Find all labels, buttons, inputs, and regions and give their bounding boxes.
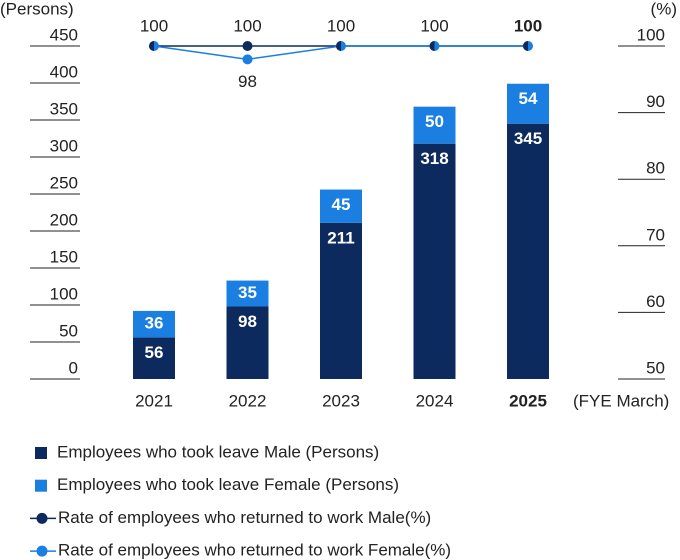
bar-value-label: 345 — [514, 129, 542, 148]
bar-segment — [133, 337, 175, 379]
y-tick-label: 50 — [59, 321, 78, 340]
y-tick-label: 0 — [69, 358, 78, 377]
bar-segment — [226, 306, 269, 379]
y-axis-label: (Persons) — [0, 0, 74, 18]
rate-point — [149, 41, 154, 51]
y-tick-label: 350 — [50, 99, 78, 118]
y-tick-label: 300 — [50, 136, 78, 155]
bar-segment — [226, 280, 269, 307]
bar-value-label: 45 — [332, 195, 351, 214]
x-tick-label: 2025 — [509, 391, 547, 410]
y2-tick-label: 90 — [646, 92, 665, 111]
x-tick-label: 2022 — [229, 391, 267, 410]
rate-point — [242, 41, 253, 51]
y2-tick-label: 80 — [646, 159, 665, 178]
bar-segment — [133, 310, 175, 338]
bar-value-label: 35 — [238, 283, 257, 302]
legend-label: Rate of employees who returned to work F… — [58, 541, 451, 560]
y-tick-label: 400 — [50, 62, 78, 81]
rate-point — [336, 41, 341, 51]
rate-point — [523, 41, 528, 51]
bar-value-label: 318 — [420, 149, 448, 168]
bar-value-label: 98 — [238, 312, 257, 331]
rate-label: 100 — [327, 16, 355, 35]
rate-label: 100 — [140, 16, 168, 35]
bar-segment — [507, 83, 549, 124]
y-tick-label: 200 — [50, 210, 78, 229]
rate-label: 98 — [238, 72, 257, 91]
rate-point — [429, 41, 435, 51]
rate-label: 100 — [233, 16, 261, 35]
x-tick-label: 2023 — [322, 391, 360, 410]
legend-marker — [35, 479, 47, 492]
legend-label: Employees who took leave Female (Persons… — [57, 475, 399, 494]
bar-value-label: 56 — [145, 343, 164, 362]
y-tick-label: 100 — [50, 284, 78, 303]
x-axis-label: (FYE March) — [573, 391, 669, 410]
bar-segment — [413, 106, 456, 144]
legend-label: Employees who took leave Male (Persons) — [57, 442, 379, 461]
y-tick-label: 450 — [50, 25, 78, 44]
bar-value-label: 211 — [327, 228, 354, 247]
y2-tick-label: 70 — [646, 225, 665, 244]
legend-label: Rate of employees who returned to work M… — [58, 508, 431, 527]
bar-value-label: 50 — [425, 112, 444, 131]
y-tick-label: 250 — [50, 173, 78, 192]
y2-axis-label: (%) — [651, 0, 677, 18]
y2-tick-label: 100 — [637, 25, 665, 44]
x-tick-label: 2024 — [416, 391, 454, 410]
bar-segment — [413, 143, 456, 379]
bar-segment — [320, 222, 362, 379]
legend-marker — [36, 512, 48, 524]
x-tick-label: 2021 — [135, 391, 173, 410]
rate-label: 100 — [420, 16, 448, 35]
legend-marker — [36, 545, 48, 557]
y-tick-label: 150 — [50, 247, 78, 266]
rate-label: 100 — [514, 16, 542, 35]
bar-value-label: 54 — [519, 89, 538, 108]
legend-marker — [35, 447, 47, 459]
bar-segment — [507, 123, 549, 379]
y2-tick-label: 50 — [646, 358, 665, 377]
bar-value-label: 36 — [145, 314, 164, 333]
bar-segment — [320, 189, 362, 223]
y2-tick-label: 60 — [646, 292, 665, 311]
rate-point — [242, 54, 253, 65]
